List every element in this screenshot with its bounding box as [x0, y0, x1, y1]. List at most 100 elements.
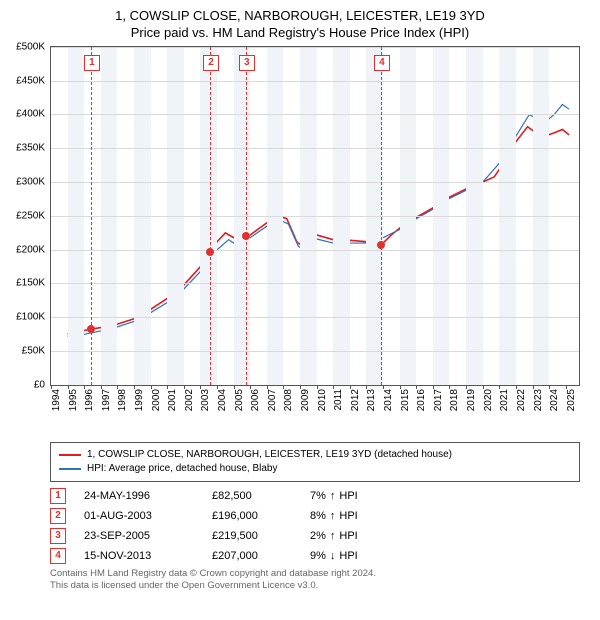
- x-tick-label: 2014: [383, 389, 394, 411]
- x-tick-label: 2000: [151, 389, 162, 411]
- sale-date: 24-MAY-1996: [84, 490, 194, 502]
- x-tick-label: 2015: [400, 389, 411, 411]
- x-tick-label: 1994: [51, 389, 62, 411]
- y-gridline: [51, 351, 579, 352]
- arrow-down-icon: ↓: [330, 550, 336, 562]
- y-gridline: [51, 216, 579, 217]
- sale-delta-vs: HPI: [339, 530, 357, 542]
- sale-date: 23-SEP-2005: [84, 530, 194, 542]
- title-address: 1, COWSLIP CLOSE, NARBOROUGH, LEICESTER,…: [0, 8, 600, 25]
- sale-delta-pct: 8%: [310, 510, 326, 522]
- sale-delta-vs: HPI: [339, 510, 357, 522]
- x-tick-label: 2009: [300, 389, 311, 411]
- y-tick-label: £50K: [22, 345, 45, 356]
- x-tick-label: 2011: [333, 389, 344, 411]
- sale-index-box: 3: [50, 528, 66, 544]
- x-tick-label: 1995: [68, 389, 79, 411]
- sale-point-dot: [242, 232, 250, 240]
- legend-swatch: [59, 468, 81, 470]
- y-tick-label: £250K: [16, 210, 45, 221]
- arrow-up-icon: ↑: [330, 490, 336, 502]
- x-tick-label: 2019: [466, 389, 477, 411]
- y-tick-label: £200K: [16, 244, 45, 255]
- x-tick-label: 2007: [267, 389, 278, 411]
- sale-delta-pct: 9%: [310, 550, 326, 562]
- title-block: 1, COWSLIP CLOSE, NARBOROUGH, LEICESTER,…: [0, 0, 600, 46]
- sale-marker-line: [246, 47, 247, 385]
- legend: 1, COWSLIP CLOSE, NARBOROUGH, LEICESTER,…: [50, 442, 580, 482]
- x-tick-label: 1999: [134, 389, 145, 411]
- x-tick-label: 2025: [566, 389, 577, 411]
- arrow-up-icon: ↑: [330, 510, 336, 522]
- sale-delta-vs: HPI: [339, 490, 357, 502]
- sale-delta: 9% ↓HPI: [310, 550, 358, 562]
- page: 1, COWSLIP CLOSE, NARBOROUGH, LEICESTER,…: [0, 0, 600, 620]
- sale-index-box: 1: [50, 488, 66, 504]
- x-tick-label: 2008: [283, 389, 294, 411]
- sale-marker-line: [210, 47, 211, 385]
- y-gridline: [51, 283, 579, 284]
- y-gridline: [51, 81, 579, 82]
- sale-price: £207,000: [212, 550, 292, 562]
- legend-swatch: [59, 454, 81, 456]
- x-tick-label: 2003: [200, 389, 211, 411]
- sale-row: 2 01-AUG-2003 £196,000 8% ↑HPI: [50, 508, 580, 524]
- sale-delta-vs: HPI: [339, 550, 357, 562]
- sale-marker-box: 4: [374, 55, 390, 71]
- sale-price: £82,500: [212, 490, 292, 502]
- y-tick-label: £350K: [16, 143, 45, 154]
- sale-marker-box: 1: [84, 55, 100, 71]
- sale-index-box: 4: [50, 548, 66, 564]
- legend-label: 1, COWSLIP CLOSE, NARBOROUGH, LEICESTER,…: [87, 448, 452, 462]
- x-tick-label: 2013: [366, 389, 377, 411]
- sale-price: £219,500: [212, 530, 292, 542]
- x-tick-label: 2012: [350, 389, 361, 411]
- x-tick-label: 2006: [250, 389, 261, 411]
- y-tick-label: £500K: [16, 41, 45, 52]
- x-tick-label: 2022: [516, 389, 527, 411]
- y-gridline: [51, 148, 579, 149]
- legend-item: HPI: Average price, detached house, Blab…: [59, 462, 571, 476]
- y-tick-label: £0: [34, 379, 45, 390]
- sale-delta: 2% ↑HPI: [310, 530, 358, 542]
- x-tick-label: 2010: [317, 389, 328, 411]
- sale-date: 15-NOV-2013: [84, 550, 194, 562]
- footer-line1: Contains HM Land Registry data © Crown c…: [50, 568, 580, 580]
- x-tick-label: 2016: [416, 389, 427, 411]
- sale-point-dot: [206, 248, 214, 256]
- sale-date: 01-AUG-2003: [84, 510, 194, 522]
- legend-label: HPI: Average price, detached house, Blab…: [87, 462, 278, 476]
- y-gridline: [51, 114, 579, 115]
- y-gridline: [51, 47, 579, 48]
- sale-delta: 8% ↑HPI: [310, 510, 358, 522]
- x-tick-label: 1997: [101, 389, 112, 411]
- sale-delta-pct: 2%: [310, 530, 326, 542]
- x-tick-label: 2001: [167, 389, 178, 411]
- sale-marker-line: [381, 47, 382, 385]
- legend-item: 1, COWSLIP CLOSE, NARBOROUGH, LEICESTER,…: [59, 448, 571, 462]
- sale-marker-line: [91, 47, 92, 385]
- x-tick-label: 2024: [549, 389, 560, 411]
- footer: Contains HM Land Registry data © Crown c…: [50, 568, 580, 593]
- sale-point-dot: [377, 241, 385, 249]
- sale-point-dot: [87, 325, 95, 333]
- x-tick-label: 2020: [483, 389, 494, 411]
- sale-row: 4 15-NOV-2013 £207,000 9% ↓HPI: [50, 548, 580, 564]
- footer-line2: This data is licensed under the Open Gov…: [50, 580, 580, 592]
- title-subtitle: Price paid vs. HM Land Registry's House …: [0, 25, 600, 42]
- y-gridline: [51, 182, 579, 183]
- x-tick-label: 2005: [234, 389, 245, 411]
- sale-index-box: 2: [50, 508, 66, 524]
- plot-area: £0£50K£100K£150K£200K£250K£300K£350K£400…: [50, 46, 580, 386]
- arrow-up-icon: ↑: [330, 530, 336, 542]
- sale-price: £196,000: [212, 510, 292, 522]
- y-tick-label: £100K: [16, 312, 45, 323]
- y-gridline: [51, 317, 579, 318]
- x-tick-label: 2018: [449, 389, 460, 411]
- x-tick-label: 1996: [84, 389, 95, 411]
- x-tick-label: 1998: [117, 389, 128, 411]
- y-tick-label: £150K: [16, 278, 45, 289]
- x-tick-label: 2002: [184, 389, 195, 411]
- sale-delta: 7%↑HPI: [310, 490, 358, 502]
- sales-table: 1 24-MAY-1996 £82,500 7%↑HPI 2 01-AUG-2003 £19…: [50, 488, 580, 564]
